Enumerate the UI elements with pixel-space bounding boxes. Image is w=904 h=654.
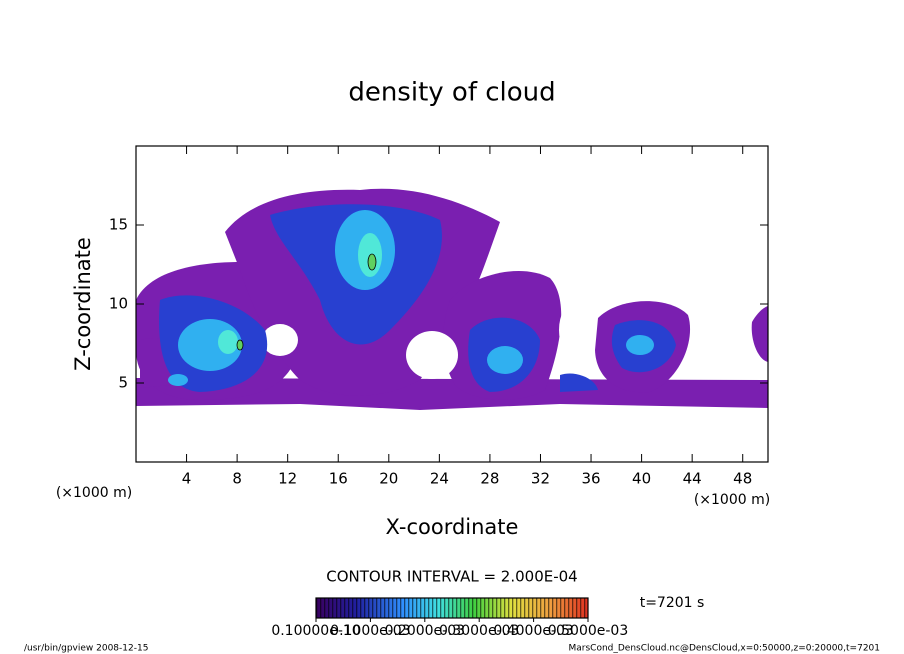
y-axis-title: Z-coordinate [71,237,95,371]
y-tick-label: 5 [118,374,128,392]
footer-right: MarsCond_DensCloud.nc@DensCloud,x=0:5000… [569,644,881,654]
x-tick-label: 48 [733,470,752,488]
colorbar-ticks: 0.10000e-100.1000e-030.2000e-030.3000e-0… [271,618,628,639]
y-tick-label: 15 [109,216,128,234]
time-label: t=7201 s [640,595,705,611]
x-tick-label: 8 [232,470,242,488]
x-tick-label: 16 [329,470,348,488]
cloud-gap [262,302,591,379]
colorbar-stripes [316,598,588,618]
cloud-peak [236,253,377,351]
x-tick-label: 40 [632,470,651,488]
contour-field [136,188,768,410]
colorbar-tick-label: 0.4000e-03 [493,623,573,639]
x-tick-label: 24 [430,470,449,488]
colorbar-tick-label: 0.2000e-03 [385,623,465,639]
chart-title: density of cloud [348,78,555,108]
x-axis-title: X-coordinate [386,515,519,539]
colorbar-tick-label: 0.3000e-03 [439,623,519,639]
x-tick-label: 4 [182,470,192,488]
x-tick-label: 44 [683,470,702,488]
x-unit-label: (×1000 m) [56,485,132,501]
x-tick-label: 20 [379,470,398,488]
x-tick-label: 12 [278,470,297,488]
colorbar-tick-label: 0.10000e-10 [271,623,360,639]
x-tick-label: 28 [480,470,499,488]
x-tick-label: 36 [581,470,600,488]
colorbar-tick-label: 0.1000e-03 [330,623,410,639]
x-tick-label: 32 [531,470,550,488]
footer-left: /usr/bin/gpview 2008-12-15 [24,644,148,654]
y-tick-label: 10 [109,295,128,313]
colorbar-frame [315,597,589,619]
x-unit-label: (×1000 m) [694,492,770,508]
contour-interval: CONTOUR INTERVAL = 2.000E-04 [326,568,577,586]
colorbar-tick-label: 0.5000e-03 [548,623,628,639]
